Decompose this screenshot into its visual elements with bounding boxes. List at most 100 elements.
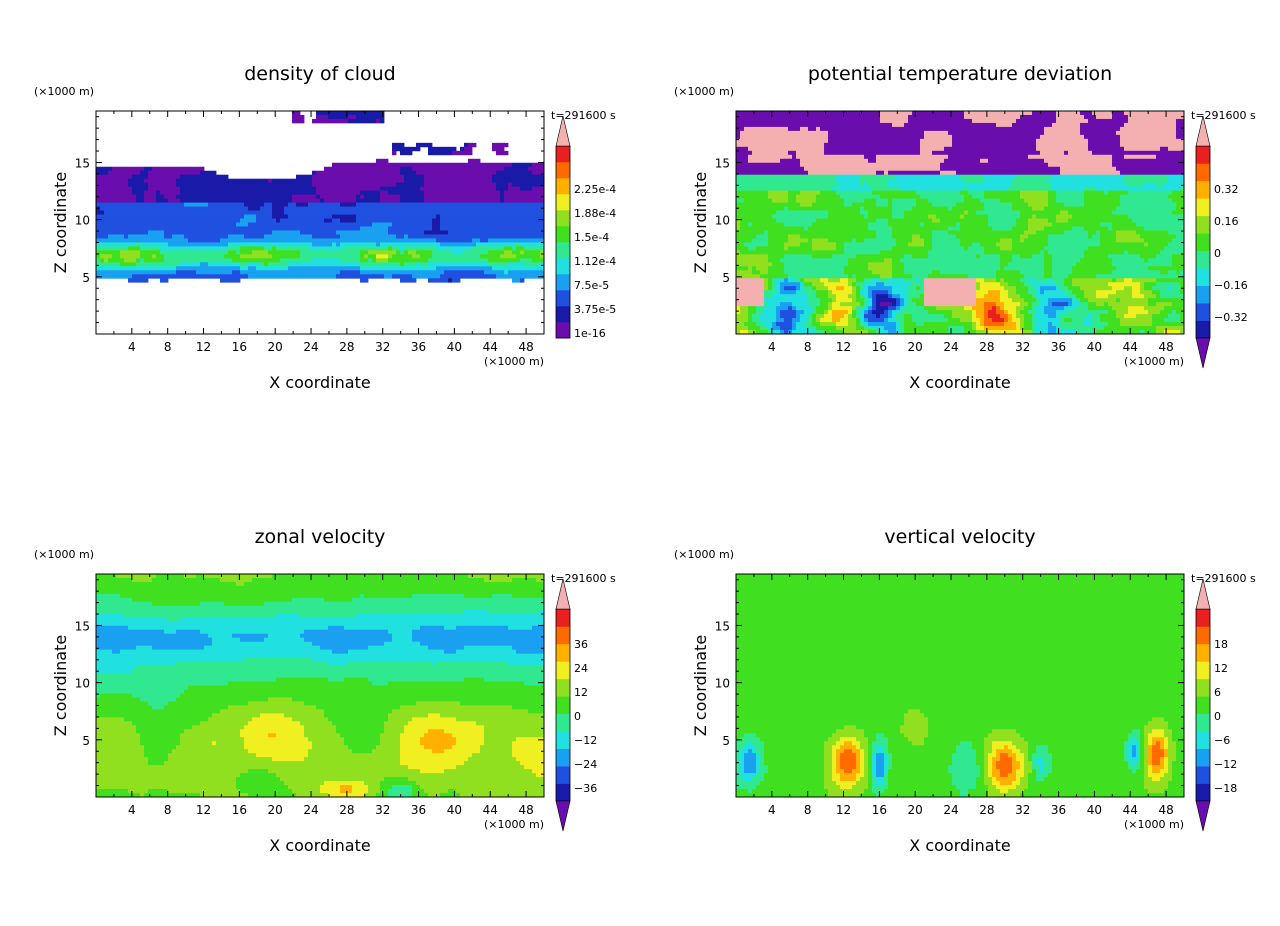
heatmap-cell	[176, 270, 181, 275]
heatmap-cell	[368, 246, 373, 251]
heatmap-cell	[104, 274, 109, 279]
heatmap-cell	[1008, 138, 1013, 144]
heatmap-cell	[484, 206, 489, 211]
heatmap-cell	[1060, 154, 1065, 160]
heatmap-cell	[332, 262, 337, 267]
heatmap-cell	[320, 190, 325, 196]
heatmap-cell	[960, 126, 965, 132]
heatmap-cell	[292, 190, 297, 196]
heatmap-cell	[212, 238, 217, 243]
heatmap-cell	[1028, 146, 1033, 152]
heatmap-cell	[832, 142, 837, 148]
heatmap-cell	[804, 166, 809, 172]
heatmap-cell	[416, 162, 421, 168]
heatmap-cell	[280, 254, 285, 259]
heatmap-cell	[424, 170, 429, 176]
heatmap-cell	[984, 114, 989, 120]
heatmap-cell	[1072, 111, 1077, 116]
heatmap-cell	[1100, 150, 1105, 156]
heatmap-cell	[912, 138, 917, 144]
heatmap-cell	[124, 250, 129, 255]
heatmap-cell	[184, 218, 189, 223]
heatmap-cell	[176, 166, 181, 172]
heatmap-cell	[532, 194, 537, 200]
heatmap-cell	[356, 270, 361, 275]
heatmap-cell	[1128, 122, 1133, 128]
heatmap-cell	[112, 218, 117, 223]
heatmap-cell	[1176, 126, 1181, 132]
heatmap-cell	[776, 134, 781, 140]
heatmap-cell	[764, 154, 769, 160]
heatmap-cell	[1100, 134, 1105, 140]
heatmap-cell	[936, 111, 941, 116]
heatmap-cell	[180, 166, 185, 172]
heatmap-cell	[156, 198, 161, 203]
heatmap-cell	[484, 162, 489, 168]
heatmap-cell	[312, 182, 317, 188]
heatmap-cell	[1116, 158, 1121, 164]
heatmap-cell	[928, 142, 933, 148]
heatmap-cell	[464, 182, 469, 188]
heatmap-cell	[504, 206, 509, 211]
heatmap-cell	[920, 114, 925, 120]
heatmap-cell	[204, 230, 209, 235]
heatmap-cell	[504, 186, 509, 192]
heatmap-cell	[816, 154, 821, 160]
heatmap-cell	[764, 111, 769, 116]
heatmap-cell	[428, 170, 433, 176]
heatmap-cell	[316, 214, 321, 219]
heatmap-cell	[152, 178, 157, 184]
heatmap-cell	[324, 111, 329, 116]
heatmap-cell	[836, 150, 841, 156]
heatmap-cell	[160, 214, 165, 219]
heatmap-cell	[484, 174, 489, 180]
heatmap-cell	[1032, 111, 1037, 116]
heatmap-cell	[296, 270, 301, 275]
heatmap-cell	[936, 142, 941, 148]
heatmap-cell	[340, 111, 345, 116]
heatmap-cell	[772, 146, 777, 152]
heatmap-cell	[540, 162, 545, 168]
heatmap-cell	[936, 118, 941, 124]
heatmap-cell	[328, 210, 333, 215]
heatmap-cell	[388, 174, 393, 180]
heatmap-cell	[864, 154, 869, 160]
heatmap-cell	[104, 170, 109, 176]
heatmap-cell	[204, 210, 209, 215]
heatmap-cell	[144, 266, 149, 271]
heatmap-cell	[540, 266, 545, 271]
heatmap-cell	[140, 170, 145, 176]
heatmap-cell	[468, 198, 473, 203]
heatmap-cell	[760, 150, 765, 156]
heatmap-cell	[296, 190, 301, 196]
heatmap-cell	[300, 242, 305, 247]
heatmap-cell	[144, 250, 149, 255]
heatmap-cell	[540, 234, 545, 239]
heatmap-cell	[472, 226, 477, 231]
heatmap-cell	[292, 230, 297, 235]
heatmap-cell	[276, 262, 281, 267]
heatmap-cell	[872, 122, 877, 128]
heatmap-cell	[472, 214, 477, 219]
heatmap-cell	[1040, 126, 1045, 132]
heatmap-cell	[276, 214, 281, 219]
heatmap-cell	[132, 246, 137, 251]
heatmap-cell	[944, 118, 949, 124]
heatmap-cell	[332, 274, 337, 279]
heatmap-cell	[156, 238, 161, 243]
heatmap-cell	[1044, 126, 1049, 132]
heatmap-cell	[832, 166, 837, 172]
heatmap-cell	[832, 150, 837, 156]
heatmap-cell	[148, 250, 153, 255]
heatmap-cell	[392, 206, 397, 211]
heatmap-cell	[312, 178, 317, 184]
heatmap-cell	[500, 194, 505, 200]
heatmap-cell	[428, 250, 433, 255]
x-tick-label: 32	[375, 340, 390, 354]
heatmap-cell	[1020, 154, 1025, 160]
heatmap-cell	[480, 210, 485, 215]
heatmap-cell	[916, 138, 921, 144]
heatmap-cell	[752, 146, 757, 152]
heatmap-cell	[352, 206, 357, 211]
heatmap-cell	[112, 274, 117, 279]
